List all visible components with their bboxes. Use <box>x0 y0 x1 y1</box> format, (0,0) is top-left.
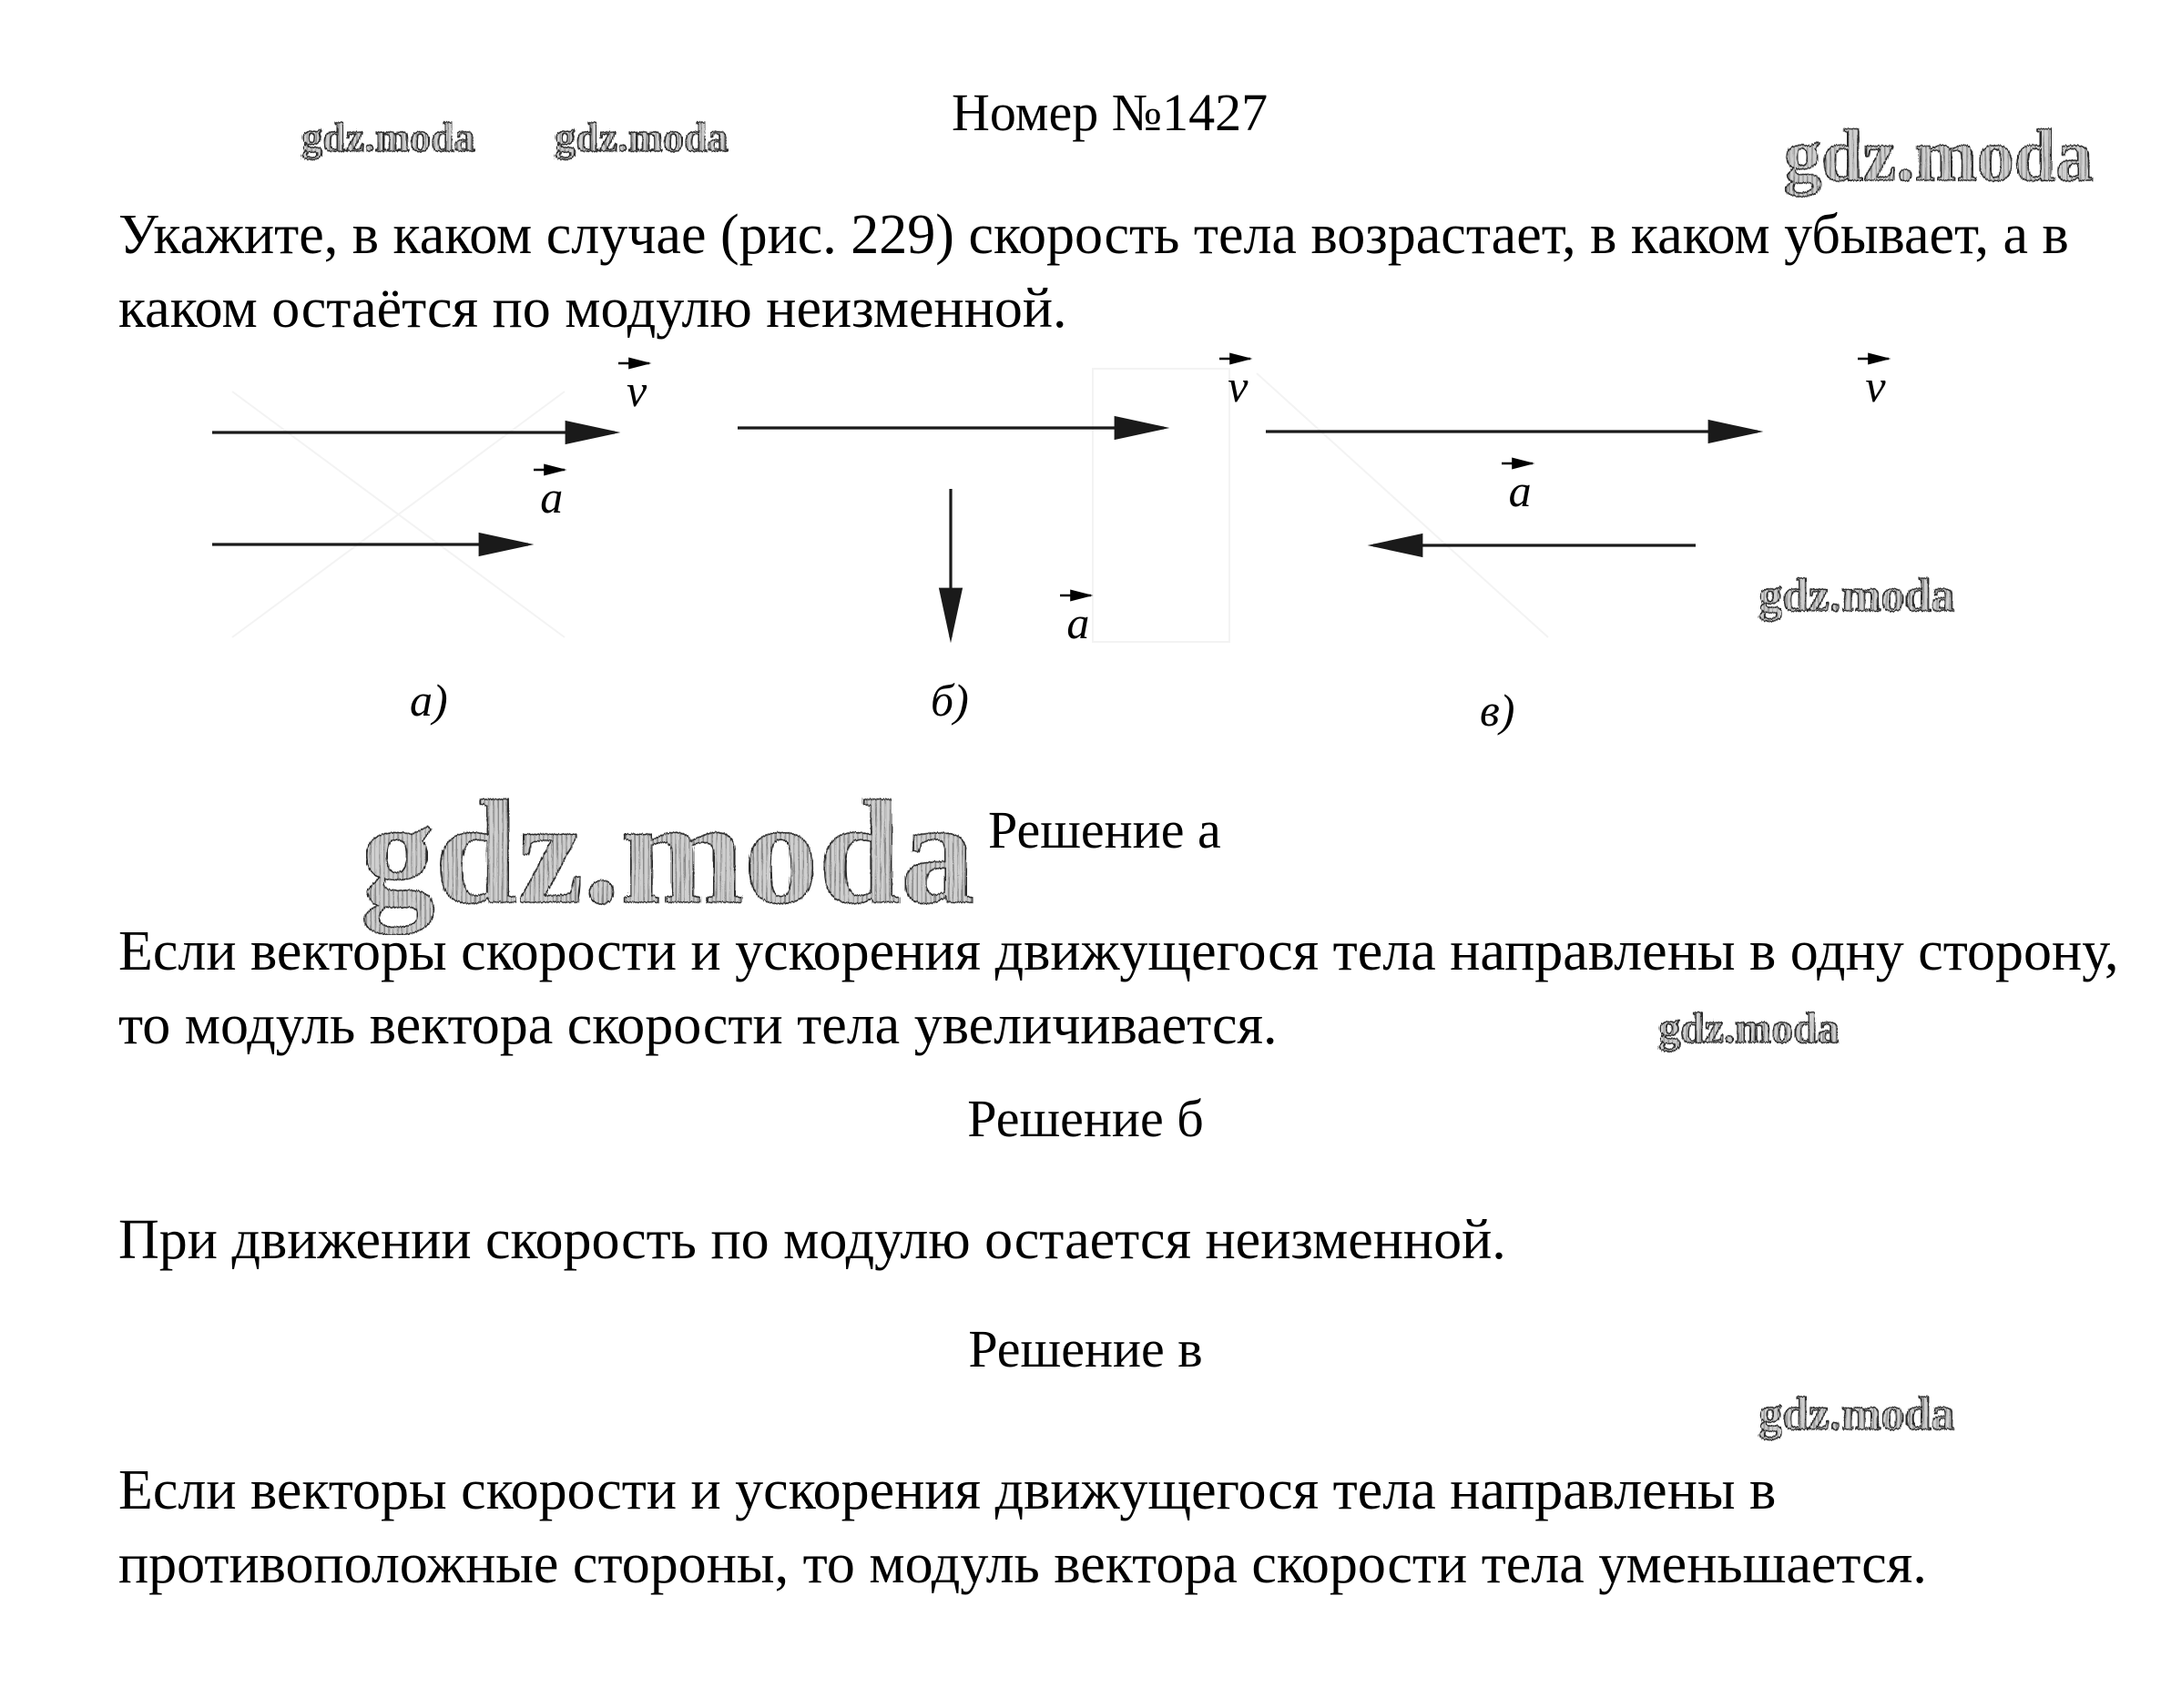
svg-text:gdz.moda: gdz.moda <box>1758 569 1953 621</box>
svg-text:gdz.moda: gdz.moda <box>360 785 974 934</box>
svg-text:gdz.moda: gdz.moda <box>1657 1003 1839 1052</box>
svg-text:gdz.moda: gdz.moda <box>1758 1388 1953 1439</box>
